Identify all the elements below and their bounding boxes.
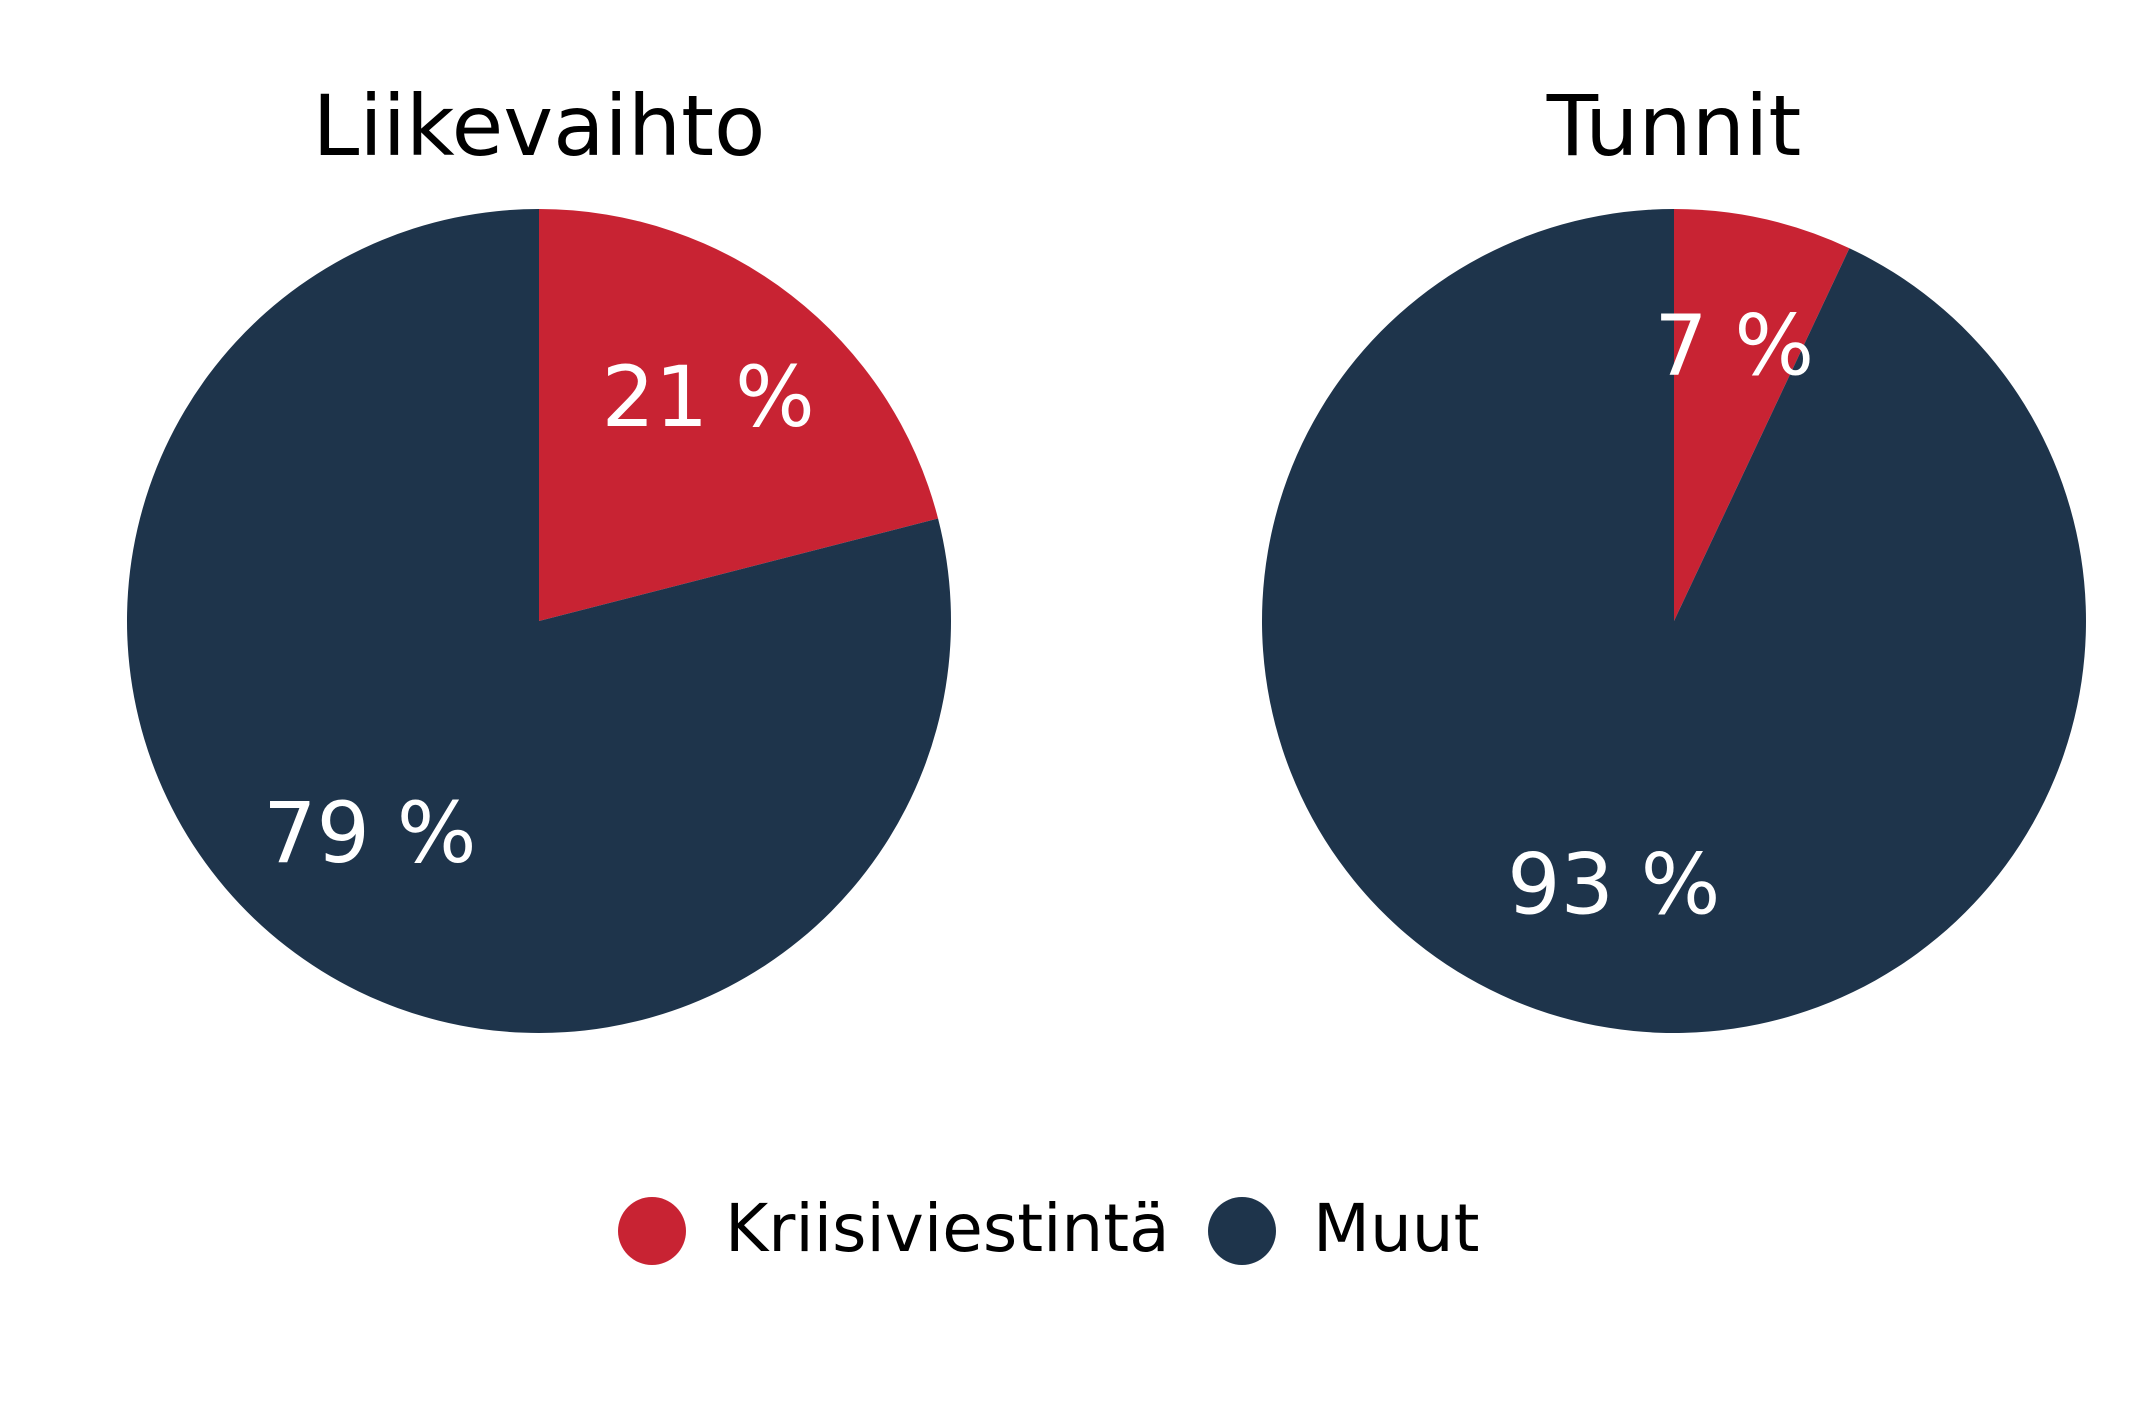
- legend-marker: [618, 1197, 686, 1265]
- chart-title: Tunnit: [1546, 77, 1802, 175]
- chart-title: Liikevaihto: [313, 77, 766, 175]
- pie-slice: [539, 209, 939, 621]
- pie-slice: [1261, 209, 2086, 1033]
- legend-label: Muut: [1313, 1190, 1479, 1267]
- data-label: 21 %: [601, 348, 814, 446]
- pie-slice: [127, 209, 951, 1033]
- pie-slice: [1674, 209, 1850, 621]
- legend-marker: [1208, 1197, 1276, 1265]
- data-label: 93 %: [1507, 835, 1720, 933]
- data-label: 79 %: [263, 784, 476, 882]
- data-label: 7 %: [1654, 297, 1814, 395]
- legend-label: Kriisiviestintä: [725, 1190, 1170, 1267]
